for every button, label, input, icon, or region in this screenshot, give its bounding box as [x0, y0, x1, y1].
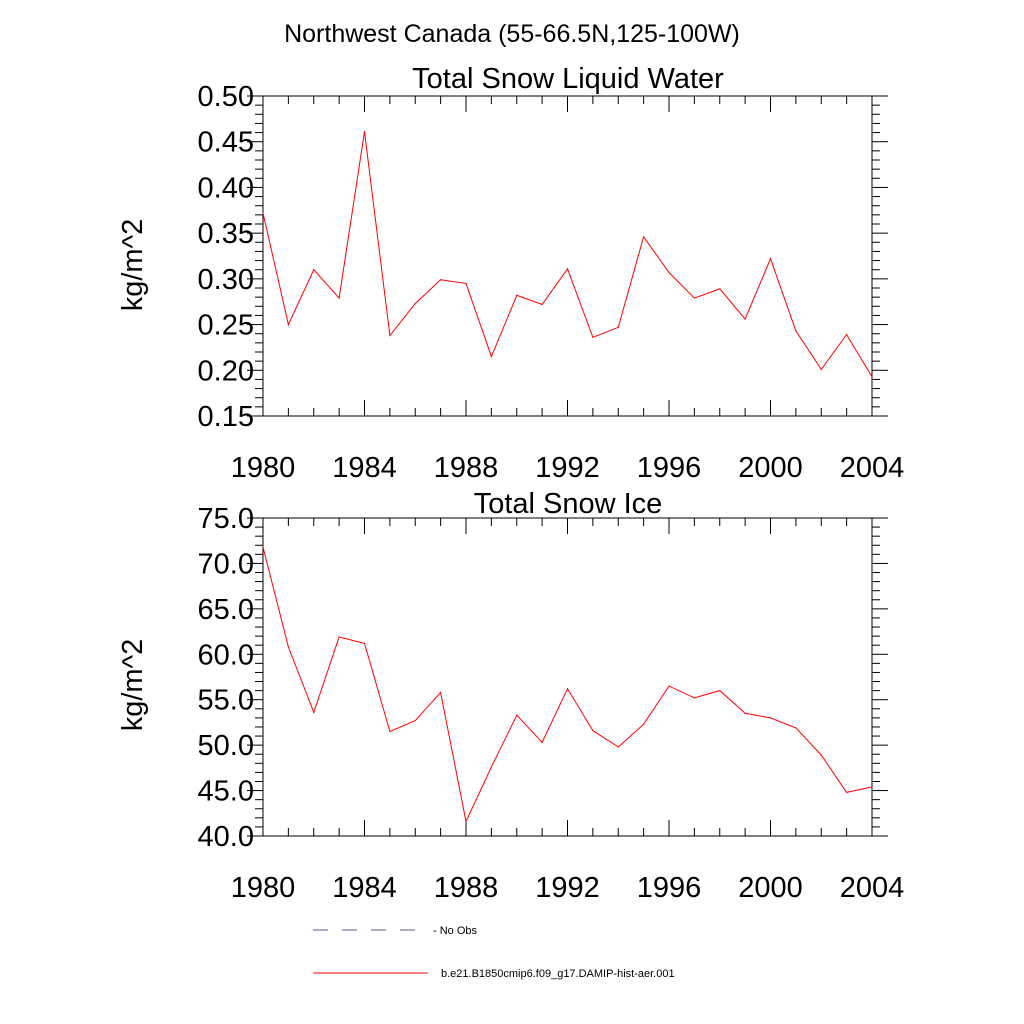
- data-point: [465, 820, 467, 823]
- x-tick-label: 1996: [637, 872, 702, 904]
- y-tick-label: 55.0: [198, 685, 254, 717]
- legend: - No Obs b.e21.B1850cmip6.f09_g17.DAMIP-…: [313, 925, 675, 980]
- data-point: [668, 271, 670, 274]
- data-point: [592, 730, 594, 732]
- data-point: [313, 269, 315, 271]
- x-tick-label: 1984: [332, 452, 397, 484]
- data-point: [363, 131, 366, 133]
- series-line: [262, 546, 873, 824]
- data-point: [414, 302, 416, 305]
- x-tick-label: 1988: [434, 452, 499, 484]
- x-tick-label: 1988: [434, 872, 499, 904]
- y-tick-label: 0.25: [198, 310, 254, 342]
- data-point: [541, 741, 543, 744]
- y-tick-label: 0.20: [198, 355, 254, 387]
- data-point: [287, 646, 289, 648]
- data-point: [262, 212, 264, 214]
- y-tick-label: 0.15: [198, 401, 254, 433]
- data-point: [592, 336, 594, 338]
- y-tick-label: 0.35: [198, 218, 254, 250]
- data-point: [769, 258, 772, 260]
- plot-snow-liquid-water: Total Snow Liquid Water kg/m^2 1980 1984 1…: [117, 63, 904, 484]
- x-tick-label: 2000: [738, 452, 803, 484]
- data-point: [363, 642, 366, 644]
- x-tick-label: 2004: [840, 872, 905, 904]
- y-tick-label: 40.0: [198, 821, 254, 853]
- data-point: [769, 717, 772, 719]
- data-point: [668, 685, 670, 687]
- y-axis-label: kg/m^2: [117, 639, 149, 732]
- y-tick-label: 0.40: [198, 172, 254, 204]
- data-point: [846, 791, 848, 793]
- y-tick-label: 0.45: [198, 127, 254, 159]
- data-point: [490, 355, 492, 358]
- x-tick-label: 1992: [535, 872, 600, 904]
- data-point: [262, 546, 264, 548]
- y-tick-label: 75.0: [198, 503, 254, 535]
- x-tick-label: 1984: [332, 872, 397, 904]
- y-tick-label: 65.0: [198, 594, 254, 626]
- data-point: [744, 712, 746, 714]
- y-tick-label: 0.50: [198, 81, 254, 113]
- plot-snow-ice: Total Snow Ice kg/m^2 1980 1984 1988 1992 19…: [117, 488, 904, 904]
- data-point: [643, 723, 645, 725]
- data-point: [465, 282, 467, 285]
- data-point: [287, 323, 289, 326]
- data-point: [566, 688, 569, 690]
- plot-frame: [262, 517, 873, 837]
- data-point: [795, 330, 797, 332]
- data-point: [617, 326, 619, 328]
- x-tick-label: 1980: [231, 872, 296, 904]
- data-point: [719, 288, 721, 290]
- data-point: [566, 268, 569, 270]
- legend-label-no-obs: - No Obs: [433, 925, 478, 937]
- page-title: Northwest Canada (55-66.5N,125-100W): [284, 20, 740, 48]
- data-point: [338, 636, 340, 638]
- data-point: [389, 730, 391, 733]
- y-tick-label: 70.0: [198, 548, 254, 580]
- data-point: [744, 318, 746, 320]
- data-point: [820, 368, 822, 370]
- legend-label-model: b.e21.B1850cmip6.f09_g17.DAMIP-hist-aer.…: [441, 968, 675, 980]
- data-point: [440, 691, 442, 694]
- data-point: [338, 297, 340, 299]
- data-point: [693, 297, 695, 299]
- y-tick-label: 60.0: [198, 639, 254, 671]
- x-tick-label: 2004: [840, 452, 905, 484]
- data-point: [643, 236, 645, 238]
- data-point: [516, 294, 518, 296]
- chart-title: Total Snow Liquid Water: [412, 63, 724, 95]
- x-tick-label: 2000: [738, 872, 803, 904]
- data-point: [846, 334, 848, 336]
- data-point: [795, 727, 797, 729]
- y-tick-label: 45.0: [198, 776, 254, 808]
- data-point: [719, 690, 721, 692]
- x-tick-label: 1980: [231, 452, 296, 484]
- plot-frame: [262, 95, 873, 417]
- data-point: [313, 711, 315, 714]
- y-tick-label: 0.30: [198, 264, 254, 296]
- data-point: [440, 279, 442, 281]
- data-point: [490, 766, 492, 768]
- chart-title: Total Snow Ice: [474, 488, 663, 520]
- x-tick-label: 1996: [637, 452, 702, 484]
- data-point: [693, 697, 695, 699]
- series-line: [262, 131, 873, 377]
- y-tick-label: 50.0: [198, 730, 254, 762]
- data-point: [617, 746, 619, 748]
- x-tick-label: 1992: [535, 452, 600, 484]
- data-point: [871, 376, 873, 378]
- data-point: [516, 714, 518, 716]
- y-axis-label: kg/m^2: [117, 219, 149, 312]
- data-point: [389, 334, 391, 337]
- data-point: [871, 786, 873, 788]
- data-point: [820, 754, 822, 756]
- data-point: [414, 720, 416, 722]
- data-point: [541, 303, 543, 306]
